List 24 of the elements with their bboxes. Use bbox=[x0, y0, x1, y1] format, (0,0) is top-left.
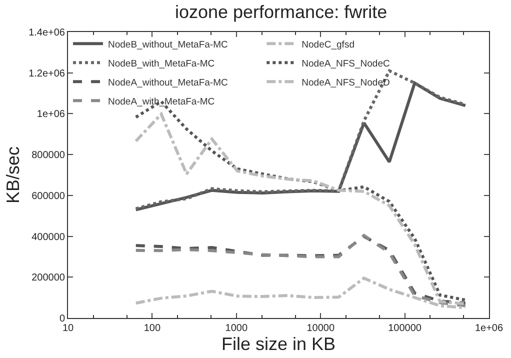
x-axis-title: File size in KB bbox=[221, 334, 336, 354]
x-tick-label: 1e+06 bbox=[474, 323, 504, 334]
y-tick-label: 400000 bbox=[32, 232, 66, 243]
x-tick-label: 100000 bbox=[388, 323, 422, 334]
legend-label: NodeA_without_MetaFa-MC bbox=[108, 77, 228, 88]
legend-label: NodeB_without_MetaFa-MC bbox=[108, 39, 228, 50]
x-tick-label: 10000 bbox=[306, 323, 335, 334]
legend-label: NodeA_NFS_NodeD bbox=[302, 77, 390, 88]
y-tick-label: 1.4e+06 bbox=[28, 28, 66, 38]
y-tick-label: 800000 bbox=[32, 150, 66, 162]
y-axis-title: KB/sec bbox=[2, 146, 23, 204]
legend-label: NodeC_gfsd bbox=[302, 39, 354, 50]
y-tick-label: 0 bbox=[59, 314, 66, 324]
chart-title: iozone performance: fwrite bbox=[174, 2, 388, 22]
y-tick-label: 600000 bbox=[32, 190, 66, 202]
legend-label: NodeA_NFS_NodeC bbox=[302, 58, 390, 70]
x-tick-label: 10 bbox=[62, 323, 74, 334]
x-tick-label: 1000 bbox=[225, 323, 248, 334]
legend-label: NodeA_with_MetaFa-MC bbox=[108, 96, 215, 108]
x-tick-label: 100 bbox=[144, 323, 161, 334]
legend-label: NodeB_with_MetaFa-MC bbox=[108, 58, 215, 70]
y-tick-label: 1.2e+06 bbox=[28, 68, 66, 80]
y-tick-label: 200000 bbox=[32, 272, 66, 284]
y-tick-label: 1e+06 bbox=[36, 109, 66, 120]
